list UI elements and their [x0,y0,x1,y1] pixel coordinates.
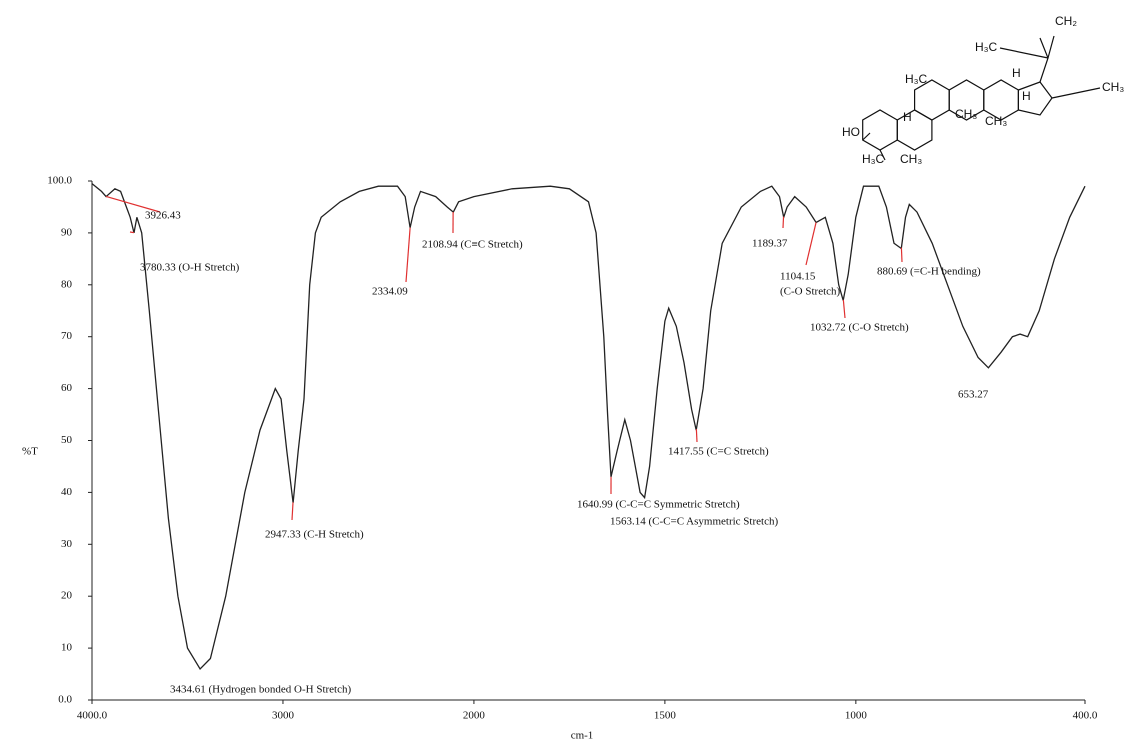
y-tick-label: 90 [61,226,73,238]
peak-marker [805,222,817,266]
y-tick-label: 0.0 [58,694,72,706]
atom-label: CH₃ [985,114,1007,128]
peak-marker [105,195,161,213]
atom-label: H₃C [905,72,928,86]
x-tick-label: 1500 [654,710,677,722]
x-axis-label: cm-1 [571,730,594,742]
peak-label: 2108.94 (C≡C Stretch) [422,239,523,251]
atom-label: H [1022,89,1031,103]
atom-label: H₃C [862,152,885,166]
y-tick-label: 80 [61,278,73,290]
x-tick-label: 3000 [272,710,295,722]
bond [999,47,1049,59]
peak-label: 1032.72 (C-O Stretch) [810,322,909,334]
peak-marker [129,231,135,234]
bond [1051,87,1101,99]
y-tick-label: 10 [61,642,73,654]
y-tick-label: 70 [61,330,73,342]
atom-label: H [1012,66,1021,80]
peak-label: 1417.55 (C=C Stretch) [668,446,769,458]
x-tick-label: 1000 [845,710,868,722]
spectrum-line [91,183,1086,670]
molecule-structure: CH₂ H₃C H CH₃ H₃C CH₃ H H CH₃ HO H₃C CH₃ [842,14,1124,166]
peak-marker [900,247,903,263]
bond [879,149,886,161]
bond [1039,37,1049,83]
ring [862,109,898,151]
peak-label: (C-O Stretch) [780,286,841,298]
ring [1017,81,1053,116]
x-tick-label: 4000.0 [77,710,108,722]
peak-label: 880.69 (=C-H bending) [877,266,981,278]
atom-label: H₃C [975,40,998,54]
y-tick-label: 40 [61,486,73,498]
peak-label: 1104.15 [780,271,816,283]
x-tick-label: 2000 [463,710,486,722]
peak-label: 2947.33 (C-H Stretch) [265,529,364,541]
y-axis-label: %T [22,446,38,458]
y-tick-label: 100.0 [47,175,72,187]
y-tick-label: 50 [61,434,73,446]
peak-marker [842,299,846,319]
peak-label: 3926.43 [145,210,181,222]
peak-label: 3434.61 (Hydrogen bonded O-H Stretch) [170,684,351,696]
y-tick-label: 30 [61,538,73,550]
atom-label: CH₂ [1055,14,1077,28]
atom-label: CH₃ [1102,80,1124,94]
x-tick-label: 400.0 [1073,710,1098,722]
peak-label: 1563.14 (C-C=C Asymmetric Stretch) [610,516,778,528]
peak-label: 3780.33 (O-H Stretch) [140,262,240,274]
peak-label: 2334.09 [372,286,408,298]
peak-marker [782,216,785,229]
peak-label: 1640.99 (C-C=C Symmetric Stretch) [577,499,740,511]
peak-label: 1189.37 [752,238,788,250]
y-tick-label: 20 [61,590,73,602]
peak-label: 653.27 [958,389,989,401]
atom-label: H [903,110,912,124]
atom-label: HO [842,125,860,139]
peak-marker [695,429,698,443]
atom-label: CH₃ [900,152,922,166]
atom-label: CH₃ [955,107,977,121]
peak-marker [291,502,294,521]
bond [1047,35,1055,59]
bond [862,132,871,141]
peak-marker [405,227,411,283]
y-tick-label: 60 [61,382,73,394]
